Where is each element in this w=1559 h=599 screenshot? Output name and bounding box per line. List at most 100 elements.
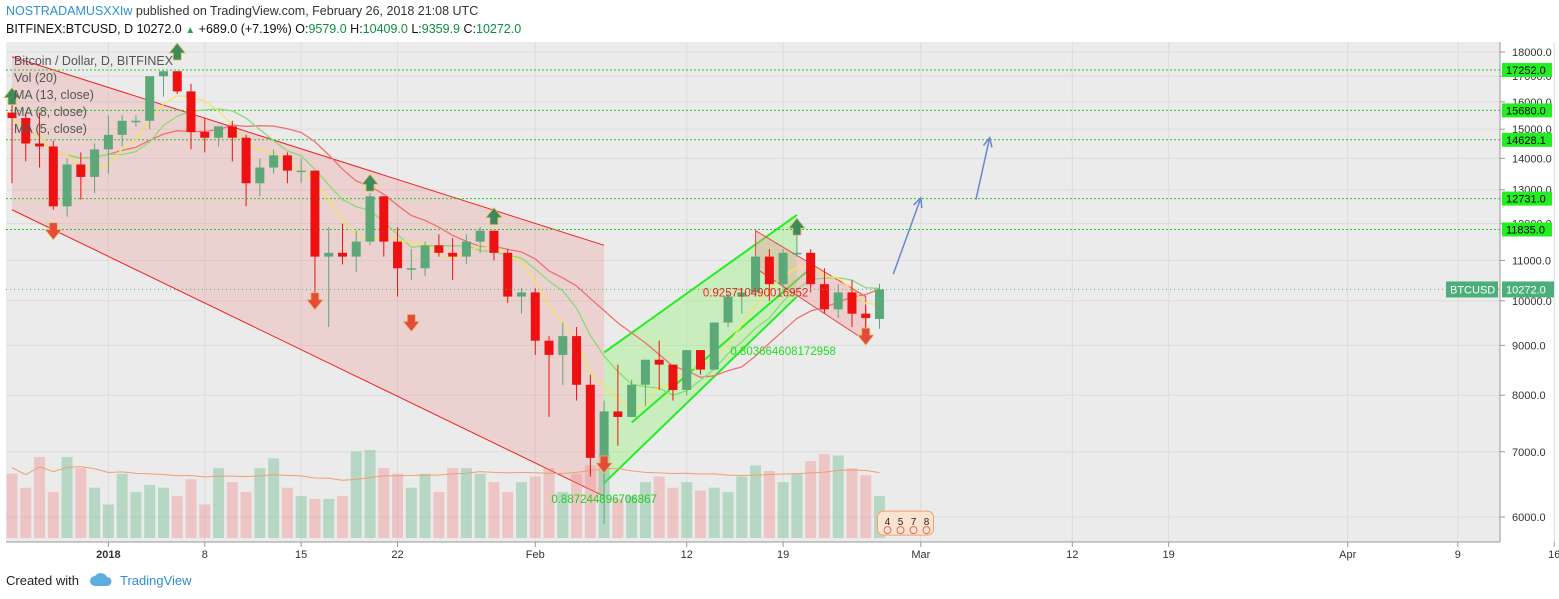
volume-bar [378,468,390,538]
legend-vol: Vol (20) [14,71,57,85]
flag-icon [883,526,892,535]
candle-body [806,252,816,285]
x-tick-label: 8 [202,549,208,561]
candle-body [393,241,403,269]
volume-bar [254,468,266,538]
volume-bar [281,487,293,538]
author-link[interactable]: NOSTRADAMUSXXIw [6,4,133,18]
candle-body [723,296,733,323]
candle-body [819,284,829,310]
candle-body [448,252,458,257]
volume-ma-line [11,466,880,481]
volume-bar [405,487,417,538]
candle-body [654,359,664,365]
volume-bar [626,496,638,538]
legend-ma8: MA (8, close) [14,105,87,119]
candle-body [158,71,168,77]
projection-arrow-2-line [975,137,991,200]
volume-bar [20,487,32,538]
tradingview-link[interactable]: TradingView [120,573,192,588]
x-tick-label: 12 [681,549,693,561]
volume-bar [130,491,142,538]
volume-bar [199,504,211,538]
flag-icon [896,526,905,535]
candle-body [172,71,182,92]
ascending-channel-bottom [603,295,798,484]
candle-body [379,196,389,242]
volume-bar [529,476,541,538]
volume-bar [515,482,527,538]
volume-bar [639,482,651,538]
candle-body [227,126,237,138]
projection-arrow-2-head [982,136,993,148]
legend-ma13: MA (13, close) [14,88,94,102]
candle-body [516,292,526,297]
up-arrow-icon [485,206,503,226]
candle-body [131,120,141,123]
candle-body [310,170,320,257]
legend-ma5: MA (5, close) [14,122,87,136]
volume-bar [832,455,844,538]
candle-body [241,137,251,184]
volume-bar [309,498,321,538]
event-badge-label: 8 [924,517,930,528]
y-tick-label: 7000.0 [1512,447,1546,459]
candle-body [406,268,416,270]
open-label: O: [295,22,309,36]
down-arrow-icon [44,222,63,241]
candle-body [337,252,347,257]
up-triangle-icon: ▲ [185,25,196,36]
event-badge-label: 5 [898,517,904,528]
volume-bar [47,491,59,538]
volume-bar [185,479,197,538]
candle-body [599,411,609,458]
x-axis[interactable]: 201881522Feb1219Mar1219Apr91623May [96,542,1559,561]
volume-bar [392,473,404,538]
x-tick-label: 12 [1066,549,1078,561]
y-tick-label: 8000.0 [1512,390,1546,402]
y-tick-label: 14000.0 [1512,153,1552,165]
volume-bar [61,456,73,538]
volume-bar [6,473,18,538]
volume-bar [34,456,46,538]
event-badge-label: 4 [885,517,891,528]
close-label: C: [463,22,477,36]
last-price-text: 10272.0 [136,22,182,36]
y-axis[interactable]: 6000.0 7000.0 8000.0 9000.0 10000.0 11000.0 12… [1446,47,1554,524]
up-arrow-icon [361,173,379,192]
volume-bar [584,465,596,538]
level-price-box [1502,132,1552,147]
candle-body [764,256,774,285]
candle-body [847,292,857,314]
ratio-annotation: 0.887244896706867 [551,494,657,506]
candle-body [682,350,692,390]
x-tick-label: 2018 [96,549,120,561]
legend-title: Bitcoin / Dollar, D, BITFINEX [14,54,174,68]
level-price-box [1502,222,1552,237]
price-chart[interactable]: 0.887244896706867 0.925710490016952 0.8036… [0,0,1559,570]
candle-body [737,292,747,297]
last-price-box [1502,281,1554,298]
candle-body [544,340,554,355]
volume-bar [433,491,445,538]
candle-body [365,196,375,242]
candle-body [530,292,540,341]
candle-body [21,118,31,144]
candle-body [90,149,100,177]
candle-body [696,350,705,370]
down-arrow-icon [306,292,324,311]
candle-body [475,230,485,242]
down-arrow-icon [402,314,421,333]
candle-body [709,322,719,370]
candle-body [7,112,17,119]
volume-bar [846,468,858,538]
created-with-text: Created with [6,573,79,588]
candles [7,70,885,525]
volume-bar [805,461,817,538]
volume-bar [213,468,225,538]
candle-body [324,252,334,257]
ascending-channel-mid [630,267,812,424]
volume-bar [681,482,693,538]
x-tick-label: Mar [911,549,930,561]
candle-body [420,245,430,269]
